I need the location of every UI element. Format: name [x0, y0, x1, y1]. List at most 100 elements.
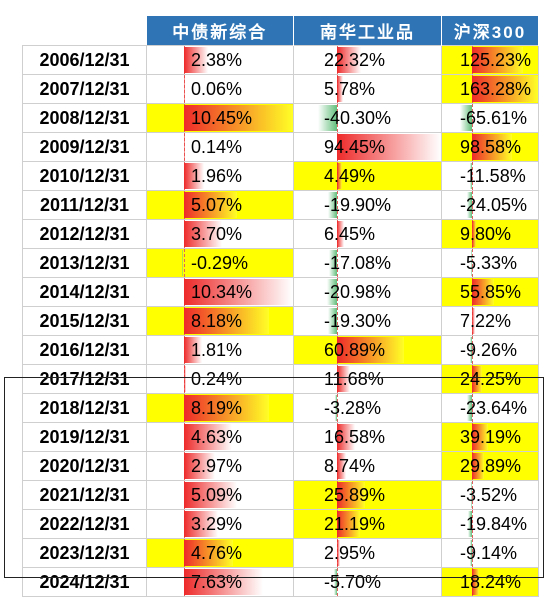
- positive-bar: [183, 395, 270, 421]
- positive-bar: [183, 105, 293, 131]
- cell-commodity-index: 4.49%: [293, 161, 442, 191]
- positive-bar: [183, 134, 185, 160]
- zero-axis: [471, 481, 473, 509]
- cell-commodity-index: -19.30%: [293, 306, 442, 336]
- table-row: 2016/12/31 1.81% 60.89% -9.26%: [22, 335, 539, 365]
- cell-bond-index: 1.96%: [146, 161, 294, 191]
- table-row: 2013/12/31 -0.29% -17.08% -5.33%: [22, 248, 539, 278]
- value-label: 8.74%: [324, 456, 376, 476]
- table-body: 2006/12/31 2.38% 22.32% 125.23% 2007/12/31 0.…: [22, 45, 539, 597]
- positive-bar: [471, 76, 538, 102]
- table-row: 2023/12/31 4.76% 2.95% -9.14%: [22, 538, 539, 568]
- zero-axis: [336, 394, 338, 422]
- row-date: 2018/12/31: [22, 393, 147, 423]
- value-label: -11.58%: [460, 166, 526, 186]
- zero-axis: [336, 249, 338, 277]
- negative-bar: [470, 540, 472, 566]
- value-label: 4.49%: [324, 166, 376, 186]
- cell-bond-index: 5.09%: [146, 480, 294, 510]
- positive-bar: [336, 482, 366, 508]
- table-row: 2012/12/31 3.70% 6.45% 9.80%: [22, 219, 539, 249]
- positive-bar: [183, 366, 186, 392]
- zero-axis: [471, 162, 473, 190]
- value-label: 22.32%: [324, 50, 386, 70]
- value-label: -5.70%: [324, 572, 382, 592]
- value-label: 2.97%: [191, 456, 243, 476]
- value-label: 1.81%: [191, 340, 243, 360]
- table-row: 2014/12/31 10.34% -20.98% 55.85%: [22, 277, 539, 307]
- table-row: 2018/12/31 8.19% -3.28% -23.64%: [22, 393, 539, 423]
- negative-bar: [318, 105, 337, 131]
- positive-bar: [183, 482, 237, 508]
- positive-bar: [471, 453, 484, 479]
- value-label: 9.80%: [460, 224, 512, 244]
- cell-commodity-index: 21.19%: [293, 509, 442, 539]
- cell-csi300: -9.14%: [441, 538, 539, 568]
- value-label: -3.52%: [460, 485, 518, 505]
- positive-bar: [471, 424, 488, 450]
- cell-bond-index: 8.19%: [146, 393, 294, 423]
- cell-csi300: -5.33%: [441, 248, 539, 278]
- value-label: 125.23%: [460, 50, 532, 70]
- value-label: 39.19%: [460, 427, 522, 447]
- positive-bar: [183, 424, 232, 450]
- positive-bar: [183, 279, 292, 305]
- value-label: 163.28%: [460, 79, 532, 99]
- header-corner: [22, 16, 147, 46]
- value-label: 5.07%: [191, 195, 243, 215]
- cell-bond-index: 4.76%: [146, 538, 294, 568]
- positive-bar: [183, 221, 223, 247]
- cell-csi300: -23.64%: [441, 393, 539, 423]
- negative-bar: [327, 279, 337, 305]
- table-row: 2017/12/31 0.24% 11.68% 24.25%: [22, 364, 539, 394]
- row-date: 2006/12/31: [22, 45, 147, 75]
- value-label: -17.08%: [324, 253, 392, 273]
- row-date: 2016/12/31: [22, 335, 147, 365]
- value-label: -24.05%: [460, 195, 528, 215]
- value-label: 2.95%: [324, 543, 376, 563]
- positive-bar: [471, 308, 475, 334]
- value-label: 10.34%: [191, 282, 253, 302]
- value-label: 4.63%: [191, 427, 243, 447]
- value-label: 55.85%: [460, 282, 522, 302]
- value-label: 0.06%: [191, 79, 243, 99]
- value-label: 7.63%: [191, 572, 243, 592]
- table-row: 2024/12/31 7.63% -5.70% 18.24%: [22, 567, 539, 597]
- value-label: -9.26%: [460, 340, 518, 360]
- cell-bond-index: 1.81%: [146, 335, 294, 365]
- negative-bar: [470, 337, 472, 363]
- negative-bar: [467, 395, 472, 421]
- negative-bar: [335, 395, 337, 421]
- row-date: 2007/12/31: [22, 74, 147, 104]
- table-row: 2019/12/31 4.63% 16.58% 39.19%: [22, 422, 539, 452]
- positive-bar: [183, 163, 205, 189]
- row-date: 2024/12/31: [22, 567, 147, 597]
- positive-bar: [471, 134, 512, 160]
- cell-bond-index: 0.24%: [146, 364, 294, 394]
- value-label: 5.78%: [324, 79, 376, 99]
- positive-bar: [183, 76, 185, 102]
- value-label: 11.68%: [324, 369, 384, 389]
- cell-commodity-index: 94.45%: [293, 132, 442, 162]
- negative-bar: [469, 163, 472, 189]
- cell-bond-index: 10.34%: [146, 277, 294, 307]
- table-row: 2015/12/31 8.18% -19.30% 7.22%: [22, 306, 539, 336]
- cell-commodity-index: 11.68%: [293, 364, 442, 394]
- zero-axis: [471, 394, 473, 422]
- value-label: 6.45%: [324, 224, 376, 244]
- cell-bond-index: 10.45%: [146, 103, 294, 133]
- cell-csi300: -9.26%: [441, 335, 539, 365]
- row-date: 2019/12/31: [22, 422, 147, 452]
- cell-commodity-index: 16.58%: [293, 422, 442, 452]
- zero-axis: [336, 278, 338, 306]
- row-date: 2015/12/31: [22, 306, 147, 336]
- positive-bar: [336, 511, 361, 537]
- cell-csi300: 125.23%: [441, 45, 539, 75]
- positive-bar: [183, 308, 270, 334]
- cell-bond-index: -0.29%: [146, 248, 294, 278]
- positive-bar: [336, 76, 343, 102]
- value-label: -40.30%: [324, 108, 392, 128]
- zero-axis: [471, 336, 473, 364]
- value-label: -23.64%: [460, 398, 528, 418]
- table-row: 2011/12/31 5.07% -19.90% -24.05%: [22, 190, 539, 220]
